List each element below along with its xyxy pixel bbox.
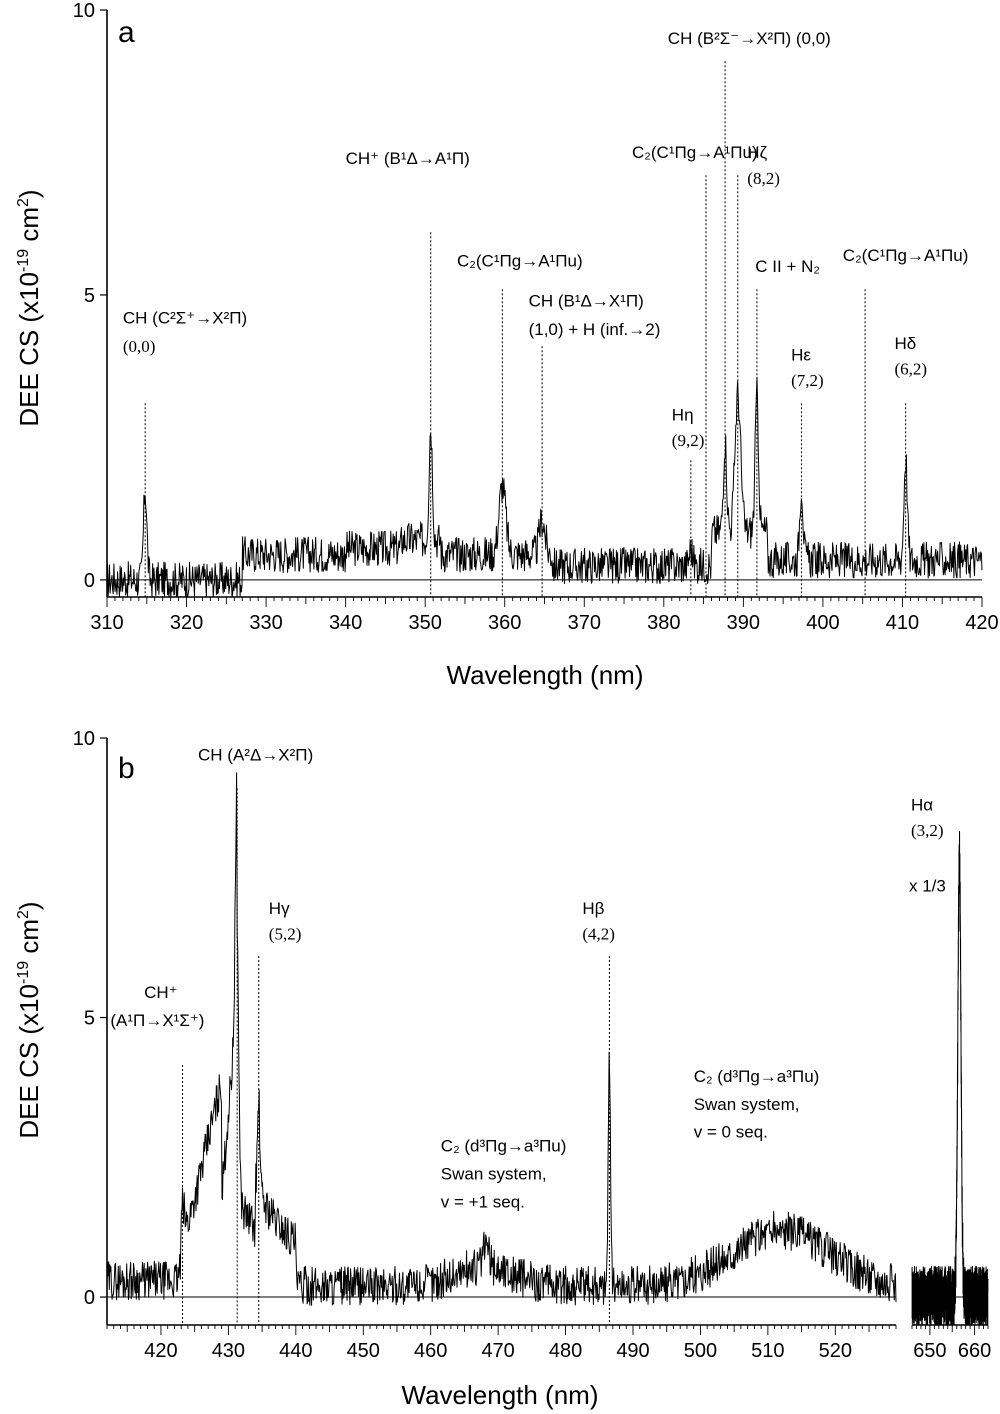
x-tick-label-a: 310 [90,612,123,634]
peak-markers-b [182,788,610,1325]
annotation-7: (9,2) [672,431,705,450]
annotations-a: CH (C²Σ⁺→X²Π) (0,0) CH⁺ (B¹Δ→A¹Π) C₂(C¹Πg→A… [123,29,969,450]
x-tick-label-a: 340 [329,612,362,634]
y-tick-label-b: 0 [84,1287,95,1309]
annotation-halpha-2: x 1/3 [909,877,946,896]
x-tick-label-b: 450 [347,1340,380,1362]
x-tick-label-b: 440 [279,1340,312,1362]
annotation-16: Hδ [895,334,917,353]
x-tick-label-b: 420 [144,1340,177,1362]
annotation-3: Hγ [269,899,290,918]
x-tick-label-a: 330 [249,612,282,634]
annotation-11: Swan system, [694,1095,800,1114]
annotation-2: CH (A²Δ→X²Π) [198,745,313,764]
x-tick-label-a: 370 [568,612,601,634]
annotation-0: CH⁺ [144,983,178,1002]
annotation-8: Hβ [582,899,604,918]
annotation-10: Hζ [747,143,767,162]
annotation-4: CH (B¹Δ→X¹Π) [529,291,644,310]
y-tick-label-b: 10 [73,728,95,750]
panel-a: 310 320 330 340 350 360 370 380 390 400 410 420 0 5 10… [14,0,999,690]
annotation-9: (4,2) [582,924,615,943]
x-tick-label-b: 480 [549,1340,582,1362]
series-a-spectrum [106,376,983,598]
spectrum-line-b2 [911,830,989,1326]
x-tick-label-b: 520 [819,1340,852,1362]
x-tick-label-b: 660 [958,1340,991,1362]
annotation-4: (5,2) [269,924,302,943]
panel-label-b: b [118,752,135,785]
spectrum-line-b1 [106,772,897,1306]
x-tick-label-a: 390 [727,612,760,634]
x-axis-label-b: Wavelength (nm) [402,1380,599,1410]
annotation-1: (0,0) [123,337,156,356]
annotation-3: C₂(C¹Πg→A¹Πu) [457,252,583,271]
y-tick-label-a: 5 [84,285,95,307]
annotation-1: (A¹Π→X¹Σ⁺) [110,1011,204,1030]
annotation-14: (7,2) [791,371,824,390]
annotation-2: CH⁺ (B¹Δ→A¹Π) [346,149,470,168]
y-axis-label-a: DEE CS (x10-19 cm2) [14,189,44,426]
y-axis-label-b: DEE CS (x10-19 cm2) [14,901,44,1138]
annotation-7: v = +1 seq. [441,1193,525,1212]
x-tick-label-b: 490 [616,1340,649,1362]
annotation-8: C₂(C¹Πg→A¹Πu) [632,143,758,162]
y-tick-label-a: 0 [84,570,95,592]
panel-label-a: a [118,16,135,49]
axes-a: 310 320 330 340 350 360 370 380 390 400 410 420 0 5 10 [73,0,999,634]
annotation-17: (6,2) [895,360,928,379]
x-tick-label-a: 350 [408,612,441,634]
annotation-9: CH (B²Σ⁻→X²Π) (0,0) [668,29,831,48]
x-tick-label-a: 420 [965,612,998,634]
x-tick-label-b: 510 [751,1340,784,1362]
x-tick-label-a: 320 [170,612,203,634]
axes-b: 420 430 440 450 460 470 480 490 500 510 520 650 6600… [73,728,992,1362]
panel-b: 420 430 440 450 460 470 480 490 500 510 520 650 6600… [14,728,991,1410]
y-tick-label-a: 10 [73,0,95,22]
spectrum-line-a [106,376,983,598]
annotations-b: CH⁺ (A¹Π→X¹Σ⁺) CH (A²Δ→X²Π) Hγ (5,2) C₂ (d³Πg… [110,745,945,1211]
x-tick-label-b: 650 [913,1340,946,1362]
x-tick-label-a: 410 [886,612,919,634]
x-tick-label-b: 470 [481,1340,514,1362]
series-b-spectrum [106,772,989,1326]
annotation-15: C₂(C¹Πg→A¹Πu) [843,246,969,265]
annotation-12: C II + N₂ [755,257,820,276]
x-tick-label-a: 400 [806,612,839,634]
y-tick-label-b: 5 [84,1008,95,1030]
annotation-10: C₂ (d³Πg→a³Πu) [694,1067,820,1086]
annotation-5: C₂ (d³Πg→a³Πu) [441,1137,567,1156]
peak-markers-a [144,61,907,597]
annotation-halpha-0: Hα [911,796,933,815]
annotation-halpha-1: (3,2) [911,821,944,840]
x-tick-label-a: 360 [488,612,521,634]
annotation-5: (1,0) + H (inf.→2) [529,320,661,339]
annotation-6: Swan system, [441,1165,547,1184]
x-tick-label-b: 500 [684,1340,717,1362]
x-tick-label-b: 460 [414,1340,447,1362]
annotation-12: v = 0 seq. [694,1123,768,1142]
x-axis-label-a: Wavelength (nm) [447,660,644,690]
annotation-13: Hε [791,346,811,365]
annotation-11: (8,2) [747,169,780,188]
x-tick-label-a: 380 [647,612,680,634]
annotation-0: CH (C²Σ⁺→X²Π) [123,308,247,327]
x-tick-label-b: 430 [212,1340,245,1362]
annotation-6: Hη [672,405,694,424]
